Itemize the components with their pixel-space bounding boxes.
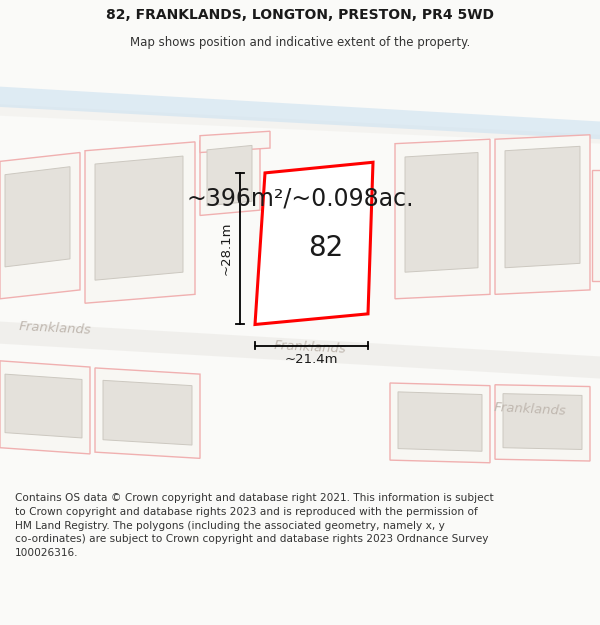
Polygon shape [103,381,192,445]
Polygon shape [398,392,482,451]
Polygon shape [503,394,582,449]
Polygon shape [207,146,252,206]
Polygon shape [270,178,362,306]
Polygon shape [395,139,490,299]
Polygon shape [592,170,600,281]
Polygon shape [0,321,600,379]
Polygon shape [200,136,260,216]
Polygon shape [95,368,200,458]
Polygon shape [0,361,90,454]
Text: 82, FRANKLANDS, LONGTON, PRESTON, PR4 5WD: 82, FRANKLANDS, LONGTON, PRESTON, PR4 5W… [106,8,494,22]
Polygon shape [85,142,195,303]
Polygon shape [0,86,600,139]
Text: ~28.1m: ~28.1m [220,222,233,276]
Polygon shape [495,135,590,294]
Text: Franklands: Franklands [274,339,347,356]
Polygon shape [200,131,270,152]
Polygon shape [95,156,183,280]
Polygon shape [495,385,590,461]
Text: 82: 82 [308,234,343,262]
Text: Franklands: Franklands [19,319,92,336]
Polygon shape [0,104,600,144]
Text: Franklands: Franklands [493,401,566,418]
Polygon shape [0,152,80,299]
Polygon shape [405,152,478,272]
Polygon shape [505,146,580,268]
Polygon shape [255,162,373,324]
Text: Contains OS data © Crown copyright and database right 2021. This information is : Contains OS data © Crown copyright and d… [15,494,494,558]
Polygon shape [5,374,82,438]
Text: ~21.4m: ~21.4m [285,354,338,366]
Polygon shape [5,167,70,267]
Text: Map shows position and indicative extent of the property.: Map shows position and indicative extent… [130,36,470,49]
Polygon shape [390,383,490,462]
Text: ~396m²/~0.098ac.: ~396m²/~0.098ac. [186,187,414,211]
